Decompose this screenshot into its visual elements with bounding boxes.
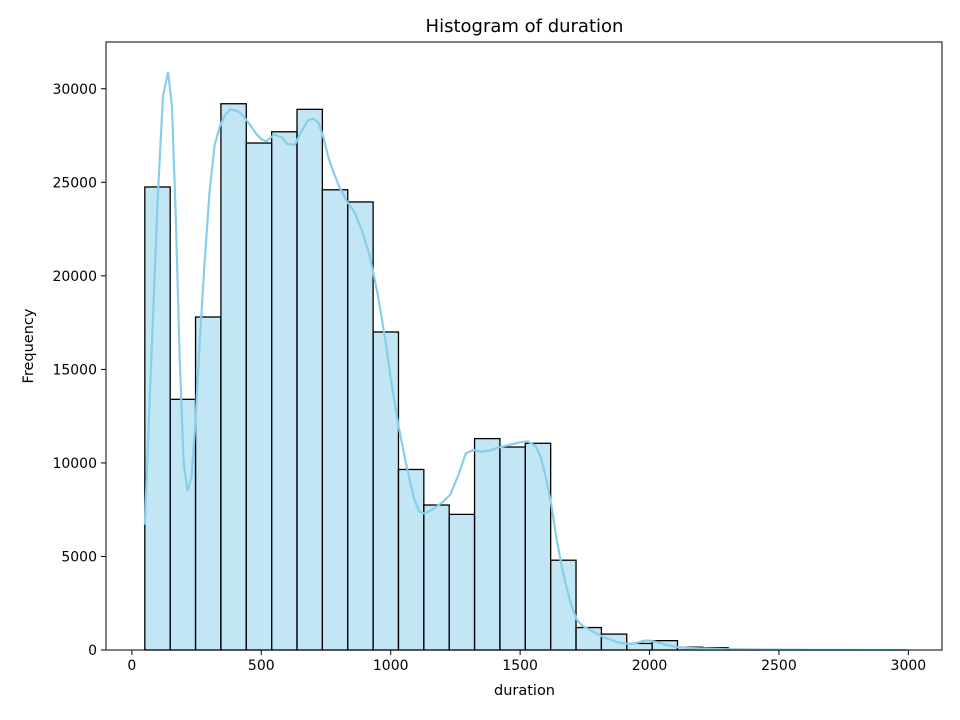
histogram-bar-6 [296,108,324,651]
x-tick-label-1500: 1500 [502,658,538,674]
y-tick-label-15000: 15000 [52,362,97,378]
histogram-bar-3 [220,103,247,651]
chart-title: Histogram of duration [426,16,624,37]
x-tick-label-500: 500 [248,658,275,674]
kde-curve [143,71,906,652]
x-tick-label-0: 0 [127,658,136,674]
x-tick-label-1000: 1000 [373,658,409,674]
x-tick-label-2500: 2500 [761,658,797,674]
histogram-bar-9 [372,331,400,651]
x-tick-label-3000: 3000 [891,658,927,674]
histogram-bar-17 [575,626,603,651]
histogram-bar-14 [499,446,526,651]
histogram-bar-5 [270,131,298,651]
y-tick-label-10000: 10000 [52,456,97,472]
y-tick-label-25000: 25000 [52,175,97,191]
y-tick-label-20000: 20000 [52,269,97,285]
histogram-bar-12 [448,513,476,651]
y-axis-label: Frequency [21,308,37,383]
histogram-bar-13 [473,437,501,651]
histogram-bar-4 [245,142,273,651]
y-tick-label-30000: 30000 [52,82,97,98]
histogram-bar-8 [347,201,374,651]
plot-frame [105,41,943,651]
x-axis-label: duration [494,683,555,699]
y-tick-label-0: 0 [88,643,97,659]
x-tick-label-2000: 2000 [632,658,668,674]
x-axis-ticks: 0 500 1000 1500 2000 2500 3000 [127,650,926,674]
histogram-bar-15 [524,442,552,651]
histogram-bar-11 [423,504,450,651]
y-axis-ticks: 0 5000 10000 15000 20000 25000 30000 [52,82,106,659]
y-tick-label-5000: 5000 [61,549,97,565]
histogram-bar-7 [321,189,349,651]
histogram-bars [144,103,907,651]
histogram-bar-10 [397,468,425,651]
